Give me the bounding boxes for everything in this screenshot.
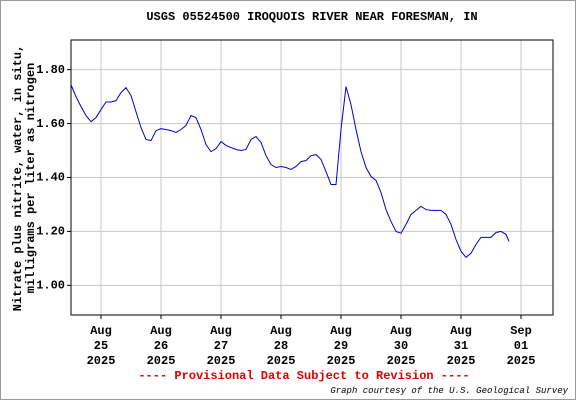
x-tick-label-line: 2025: [447, 354, 476, 368]
x-tick-label: Aug 25 2025: [87, 324, 116, 368]
x-tick-label-line: 2025: [207, 354, 236, 368]
x-tick-label-line: 2025: [327, 354, 356, 368]
x-tick-label-line: 26: [154, 339, 168, 353]
x-tick-label-line: 30: [394, 339, 408, 353]
x-tick-label-line: 01: [514, 339, 528, 353]
x-tick-label: Aug 29 2025: [327, 324, 356, 368]
x-tick-label-line: 2025: [87, 354, 116, 368]
data-line: [70, 84, 510, 258]
y-tick-label: 1.80: [36, 63, 65, 77]
x-tick-label-line: 31: [454, 339, 468, 353]
x-tick-label-line: Sep: [510, 324, 532, 338]
y-axis-label: Nitrate plus nitrite, water, in situ, mi…: [11, 45, 38, 311]
y-label-line: Nitrate plus nitrite, water, in situ,: [11, 45, 25, 311]
x-tick-label-line: Aug: [390, 324, 412, 338]
x-tick-label-line: Aug: [450, 324, 472, 338]
x-tick-label-line: 2025: [507, 354, 536, 368]
credit: Graph courtesy of the U.S. Geological Su…: [330, 386, 568, 396]
x-tick-label: Aug 26 2025: [147, 324, 176, 368]
x-tick-label-line: Aug: [330, 324, 352, 338]
x-tick-label-line: 2025: [147, 354, 176, 368]
plot-border: [70, 39, 554, 316]
x-tick-label: Aug 28 2025: [267, 324, 296, 368]
x-tick-label-line: 25: [94, 339, 108, 353]
x-tick-label-line: 27: [214, 339, 228, 353]
x-tick-label-line: Aug: [270, 324, 292, 338]
y-tick-label: 1.40: [36, 171, 65, 185]
y-tick-label: 1.00: [36, 279, 65, 293]
x-tick-label-line: 29: [334, 339, 348, 353]
x-tick-label: Aug 31 2025: [447, 324, 476, 368]
y-tick-label: 1.60: [36, 117, 65, 131]
x-tick-label-line: Aug: [210, 324, 232, 338]
y-label-line: milligrams per liter as nitrogen: [24, 63, 38, 293]
x-tick-label-line: 28: [274, 339, 288, 353]
x-tick-label: Aug 27 2025: [207, 324, 236, 368]
x-tick-label-line: Aug: [90, 324, 112, 338]
x-tick-label: Aug 30 2025: [387, 324, 416, 368]
x-tick-label-line: 2025: [387, 354, 416, 368]
x-tick-label-line: 2025: [267, 354, 296, 368]
x-tick-label-line: Aug: [150, 324, 172, 338]
x-tick-label: Sep 01 2025: [507, 324, 536, 368]
provisional-note: ---- Provisional Data Subject to Revisio…: [138, 369, 469, 383]
y-tick-label: 1.20: [36, 225, 65, 239]
chart-title: USGS 05524500 IROQUOIS RIVER NEAR FORESM…: [146, 10, 477, 24]
